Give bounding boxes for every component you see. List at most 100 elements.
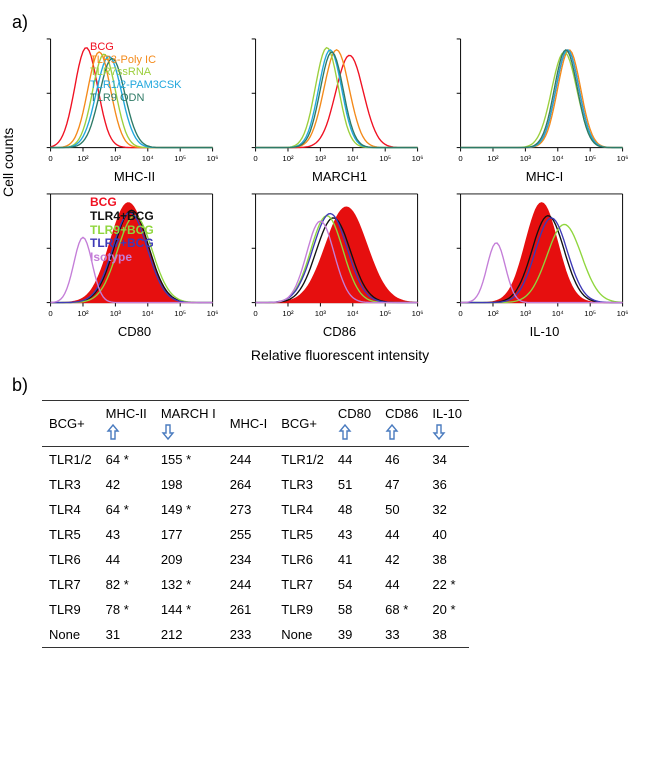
svg-text:10⁵: 10⁵ xyxy=(379,309,391,318)
histogram-panel: 010²10³10⁴10⁵10⁶CD86 xyxy=(247,192,432,339)
table-cell: 198 xyxy=(154,472,223,497)
table-cell: 264 xyxy=(223,472,275,497)
table-cell: 44 xyxy=(331,447,378,473)
table-cell: 47 xyxy=(378,472,425,497)
table-cell: 209 xyxy=(154,547,223,572)
table-cell: 33 xyxy=(378,622,425,648)
svg-text:10³: 10³ xyxy=(110,309,122,318)
histogram-row-top: BCGTLR3-Poly ICTLR7ssRNATLR1/2-PAM3CSKTL… xyxy=(42,37,638,184)
legend-item: TLR9 ODN xyxy=(90,92,182,105)
svg-text:10²: 10² xyxy=(77,154,89,163)
svg-text:10⁵: 10⁵ xyxy=(379,154,391,163)
svg-text:0: 0 xyxy=(458,154,462,163)
legend: BCGTLR4+BCGTLR9+BCGTLR7+BCGIsotype xyxy=(90,196,154,265)
histogram-panel: 010²10³10⁴10⁵10⁶MHC-I xyxy=(452,37,637,184)
svg-text:10⁵: 10⁵ xyxy=(584,309,596,318)
table-cell: 68 * xyxy=(378,597,425,622)
table-header-cell: IL-10 xyxy=(425,401,469,447)
table-cell: 44 xyxy=(99,547,154,572)
table-cell: 64 * xyxy=(99,447,154,473)
table-cell: 233 xyxy=(223,622,275,648)
histogram-curve xyxy=(256,55,418,147)
histogram-curve xyxy=(256,50,418,148)
svg-text:10⁴: 10⁴ xyxy=(347,309,359,318)
histogram-curve xyxy=(461,52,623,148)
svg-text:0: 0 xyxy=(48,309,52,318)
histogram-panel: 010²10³10⁴10⁵10⁶IL-10 xyxy=(452,192,637,339)
svg-text:10³: 10³ xyxy=(315,309,327,318)
table-cell: 273 xyxy=(223,497,275,522)
table-cell: 144 * xyxy=(154,597,223,622)
panel-b-label: b) xyxy=(12,375,638,396)
histogram-curve xyxy=(461,50,623,148)
svg-text:10⁶: 10⁶ xyxy=(412,154,424,163)
table-cell: 50 xyxy=(378,497,425,522)
table-cell: TLR4 xyxy=(42,497,99,522)
table-cell: 149 * xyxy=(154,497,223,522)
table-cell: 43 xyxy=(331,522,378,547)
table-cell: 42 xyxy=(99,472,154,497)
table-cell: 64 * xyxy=(99,497,154,522)
svg-text:0: 0 xyxy=(48,154,52,163)
legend-item: TLR1/2-PAM3CSK xyxy=(90,79,182,92)
svg-text:10²: 10² xyxy=(77,309,89,318)
chart-x-label: IL-10 xyxy=(452,324,637,339)
y-axis-label: Cell counts xyxy=(0,128,16,197)
table-cell: TLR1/2 xyxy=(42,447,99,473)
chart-x-label: MARCH1 xyxy=(247,169,432,184)
panel-a-label: a) xyxy=(12,12,638,33)
table-cell: 44 xyxy=(378,522,425,547)
table-header-cell: MARCH I xyxy=(154,401,223,447)
table-row: TLR543177255TLR5434440 xyxy=(42,522,469,547)
svg-text:0: 0 xyxy=(253,309,257,318)
legend-item: BCG xyxy=(90,196,154,210)
table-cell: TLR7 xyxy=(42,572,99,597)
x-axis-label: Relative fluorescent intensity xyxy=(42,347,638,363)
table-cell: 42 xyxy=(378,547,425,572)
table-row: TLR782 *132 *244TLR7544422 * xyxy=(42,572,469,597)
legend-item: TLR7ssRNA xyxy=(90,66,182,79)
svg-text:10³: 10³ xyxy=(110,154,122,163)
histogram-panel: BCGTLR4+BCGTLR9+BCGTLR7+BCGIsotype010²10… xyxy=(42,192,227,339)
table-header-cell: MHC-I xyxy=(223,401,275,447)
table-cell: 244 xyxy=(223,447,275,473)
table-cell: 20 * xyxy=(425,597,469,622)
table-cell: 31 xyxy=(99,622,154,648)
svg-text:10²: 10² xyxy=(487,309,499,318)
histogram-row-bottom: BCGTLR4+BCGTLR9+BCGTLR7+BCGIsotype010²10… xyxy=(42,192,638,339)
legend-item: TLR4+BCG xyxy=(90,210,154,224)
table-cell: TLR3 xyxy=(274,472,331,497)
table-cell: TLR9 xyxy=(42,597,99,622)
table-cell: 34 xyxy=(425,447,469,473)
svg-text:0: 0 xyxy=(253,154,257,163)
table-cell: 54 xyxy=(331,572,378,597)
table-cell: TLR6 xyxy=(42,547,99,572)
svg-text:10³: 10³ xyxy=(315,154,327,163)
table-row: TLR978 *144 *261TLR95868 *20 * xyxy=(42,597,469,622)
table-cell: 82 * xyxy=(99,572,154,597)
table-header-cell: CD86 xyxy=(378,401,425,447)
table-cell: 177 xyxy=(154,522,223,547)
chart-x-label: MHC-I xyxy=(452,169,637,184)
svg-text:10⁴: 10⁴ xyxy=(142,309,154,318)
svg-text:10⁵: 10⁵ xyxy=(584,154,596,163)
table-cell: TLR3 xyxy=(42,472,99,497)
legend: BCGTLR3-Poly ICTLR7ssRNATLR1/2-PAM3CSKTL… xyxy=(90,41,182,104)
table-row: TLR644209234TLR6414238 xyxy=(42,547,469,572)
table-cell: 155 * xyxy=(154,447,223,473)
chart-x-label: CD86 xyxy=(247,324,432,339)
legend-item: Isotype xyxy=(90,251,154,265)
table-cell: 58 xyxy=(331,597,378,622)
table-cell: 41 xyxy=(331,547,378,572)
svg-text:10⁴: 10⁴ xyxy=(142,154,154,163)
histogram-curve xyxy=(461,50,623,148)
filled-histogram xyxy=(256,207,418,303)
svg-text:10⁴: 10⁴ xyxy=(552,154,564,163)
table-cell: 40 xyxy=(425,522,469,547)
table-cell: None xyxy=(42,622,99,648)
table-cell: TLR7 xyxy=(274,572,331,597)
svg-text:10⁶: 10⁶ xyxy=(412,309,424,318)
table-cell: 51 xyxy=(331,472,378,497)
svg-text:0: 0 xyxy=(458,309,462,318)
svg-text:10²: 10² xyxy=(282,154,294,163)
